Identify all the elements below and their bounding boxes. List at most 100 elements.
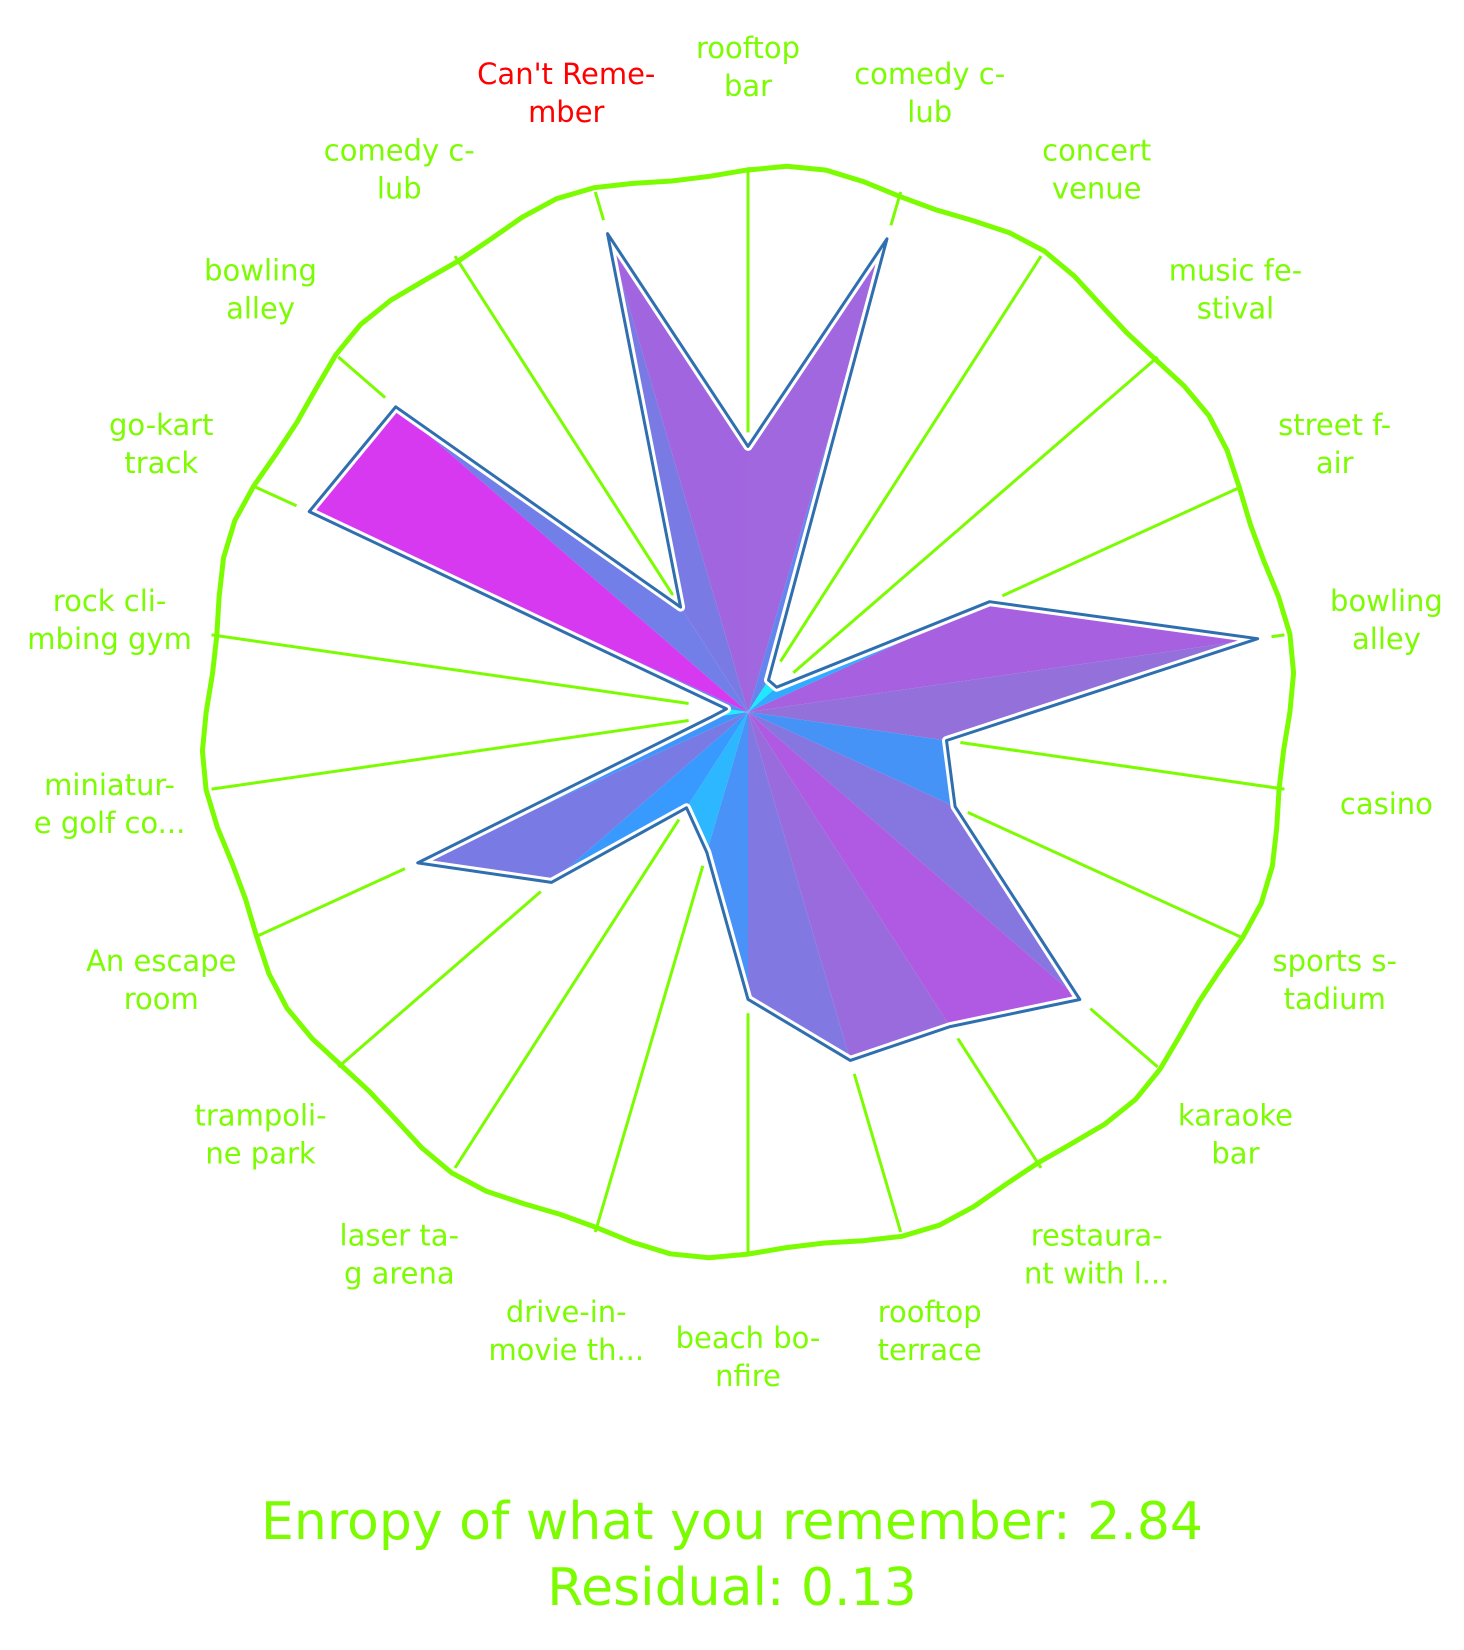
category-label-line: bar [1211, 1136, 1259, 1170]
radar-wedge [706, 712, 748, 1000]
radar-wedges [309, 233, 1258, 1061]
category-label-line: nt with l... [1024, 1257, 1169, 1291]
category-label-line: rock cli- [53, 584, 167, 618]
category-label: karaoke bar [1178, 1098, 1293, 1170]
category-label: rock cli-mbing gym [27, 584, 192, 656]
radar-spoke [779, 255, 1043, 663]
radar-wedge [748, 638, 1258, 741]
radar-wedge [748, 601, 1258, 712]
category-label-line: go-kart [109, 408, 214, 442]
radar-spoke [1271, 633, 1285, 639]
radar-spoke [593, 191, 606, 221]
category-label-line: drive-in- [506, 1295, 627, 1329]
category-label-line: Can't Reme- [477, 57, 655, 91]
radar-wedge [607, 233, 748, 713]
category-label-line: alley [1352, 622, 1421, 656]
category-label: concert venue [1042, 133, 1151, 205]
category-label-line: ne park [205, 1136, 316, 1170]
radar-wedge [395, 406, 748, 712]
category-label: rooftop bar [696, 31, 800, 103]
category-label-line: bowling [204, 254, 317, 288]
category-label-line: terrace [878, 1333, 982, 1367]
radar-spoke [211, 633, 689, 705]
category-label-line: beach bo- [676, 1321, 821, 1355]
category-label-line: bowling [1330, 584, 1443, 618]
radar-wedge [748, 238, 887, 712]
category-label: sports s-tadium [1272, 944, 1396, 1016]
category-label-line: nfire [715, 1359, 781, 1393]
category-label: restaura-nt with l... [1024, 1219, 1169, 1291]
category-label-line: casino [1340, 787, 1433, 821]
radar-spoke [337, 890, 542, 1069]
radar-wedge [551, 712, 748, 883]
category-label-line: mbing gym [27, 622, 192, 656]
category-label: An escape room [86, 944, 236, 1016]
radar-spoke [211, 719, 689, 791]
radar-spoke [254, 867, 406, 939]
radar-wedge [417, 712, 748, 883]
radar-spoke [453, 818, 681, 1169]
radar-outline [307, 232, 1260, 1062]
category-label-line: laser ta- [340, 1219, 460, 1253]
category-label: beach bo-nfire [676, 1321, 821, 1393]
category-label-line: alley [226, 292, 295, 326]
radar-wedge [748, 712, 851, 1061]
category-label-line: comedy c- [854, 57, 1005, 91]
category-label-line: rooftop [878, 1295, 982, 1329]
category-label-line: mber [528, 95, 604, 129]
category-label-line: venue [1052, 171, 1142, 205]
category-label-line: rooftop [696, 31, 800, 65]
category-label: laser ta-g arena [340, 1219, 460, 1291]
category-label: trampoli-ne park [195, 1098, 327, 1170]
category-label-line: miniatur- [44, 768, 175, 802]
radar-spoke [956, 1037, 1043, 1169]
radar-spoke [254, 485, 298, 508]
radar-spokes [211, 170, 1285, 1254]
category-label: music fe-stival [1169, 254, 1302, 326]
category-label: drive-in-movie th... [488, 1295, 644, 1367]
category-label-line: e golf co... [34, 806, 186, 840]
category-label-line: stival [1197, 292, 1275, 326]
category-label-line: lub [377, 171, 422, 205]
category-label: bowling alley [204, 254, 317, 326]
category-label: comedy c-lub [854, 57, 1005, 129]
radar-wedge [686, 712, 748, 853]
category-label-line: karaoke [1178, 1098, 1293, 1132]
category-label-line: comedy c- [324, 133, 475, 167]
category-labels: rooftop bar comedy c-lub concert venue music … [27, 31, 1443, 1393]
category-label: go-kart track [109, 408, 214, 480]
category-label-line: concert [1042, 133, 1151, 167]
radar-spoke [1001, 485, 1242, 598]
category-label-line: air [1316, 446, 1354, 480]
radar-wedge [309, 406, 748, 712]
residual-text: Residual: 0.13 [547, 1558, 917, 1618]
radar-wedge [417, 712, 748, 863]
radar-wedge [748, 680, 777, 712]
category-label: casino [1340, 787, 1433, 821]
category-label-line: sports s- [1272, 944, 1396, 978]
category-label-line: g arena [344, 1257, 455, 1291]
category-label-line: music fe- [1169, 254, 1302, 288]
category-label-line: restaura- [1031, 1219, 1163, 1253]
category-label: street f-air [1278, 408, 1391, 480]
category-label-line: bar [724, 69, 772, 103]
category-label: comedy c-lub [324, 133, 475, 205]
category-label-line: street f- [1278, 408, 1391, 442]
radar-spoke [967, 811, 1242, 939]
radar-spoke [337, 355, 387, 399]
radar-wedge [748, 712, 1080, 1027]
radar-spoke [852, 1073, 903, 1233]
category-label: rooftop terrace [878, 1295, 982, 1367]
radar-spoke [453, 255, 675, 597]
radar-spoke [960, 741, 1285, 791]
outer-ring [199, 163, 1297, 1261]
category-label-line: trampoli- [195, 1098, 327, 1132]
category-label: Can't Reme-mber [477, 57, 655, 129]
entropy-text: Enropy of what you remember: 2.84 [261, 1492, 1203, 1552]
category-label-line: lub [907, 95, 952, 129]
category-label: bowling alley [1330, 584, 1443, 656]
radar-spoke [792, 355, 1159, 674]
category-label-line: tadium [1284, 982, 1386, 1016]
category-label-line: An escape [86, 944, 236, 978]
